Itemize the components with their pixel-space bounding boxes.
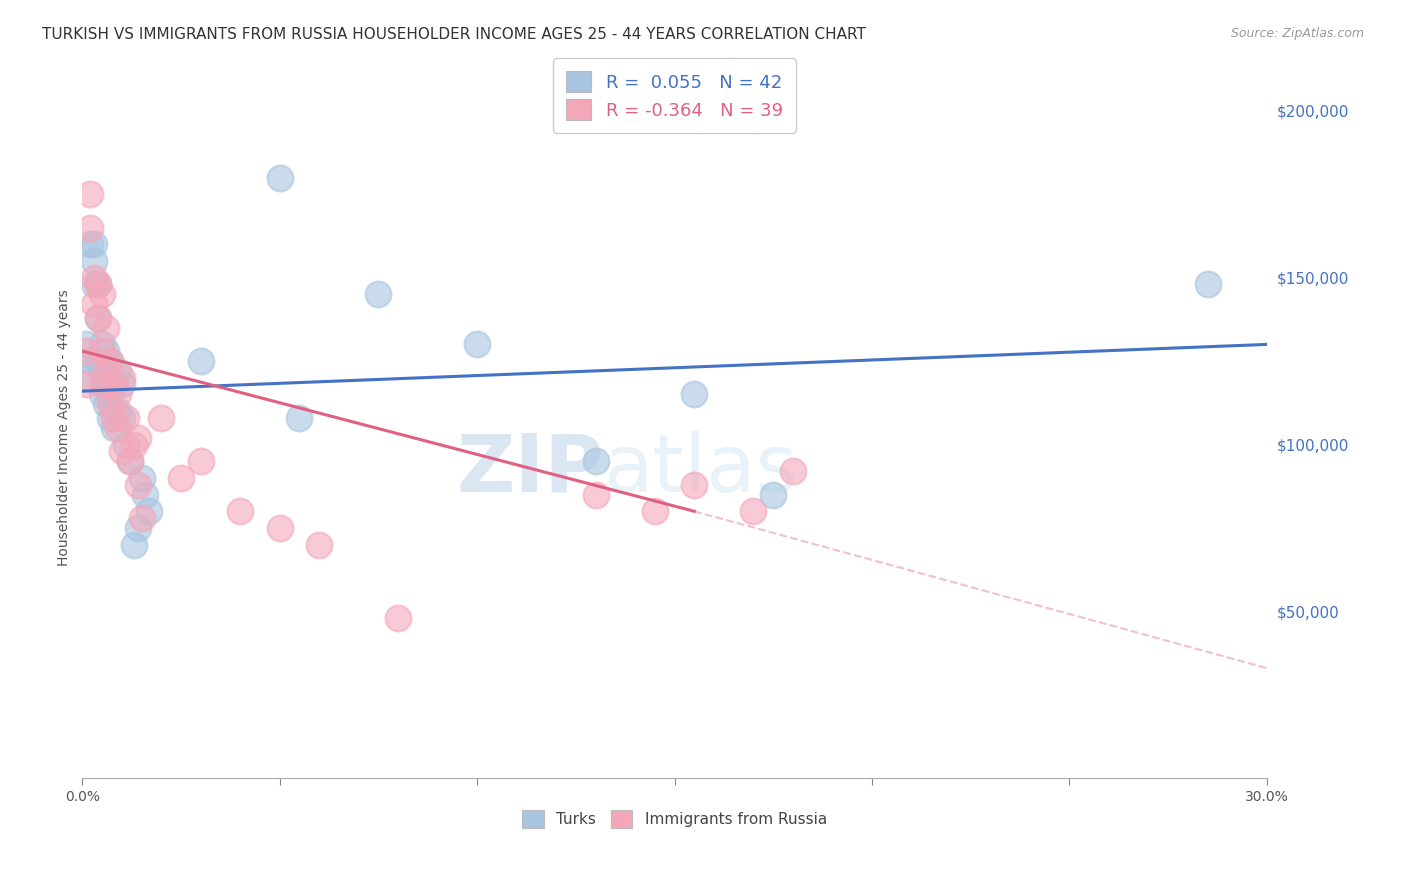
- Point: [308, 538, 330, 552]
- Point: [170, 471, 193, 485]
- Text: atlas: atlas: [603, 431, 797, 508]
- Point: [87, 277, 110, 292]
- Y-axis label: Householder Income Ages 25 - 44 years: Householder Income Ages 25 - 44 years: [58, 290, 72, 566]
- Point: [103, 410, 125, 425]
- Point: [742, 504, 765, 518]
- Point: [114, 437, 136, 451]
- Point: [94, 364, 117, 378]
- Point: [782, 464, 804, 478]
- Point: [98, 354, 121, 368]
- Point: [288, 410, 311, 425]
- Point: [83, 254, 105, 268]
- Point: [91, 287, 114, 301]
- Point: [762, 487, 785, 501]
- Point: [111, 410, 134, 425]
- Point: [190, 454, 212, 468]
- Point: [87, 310, 110, 325]
- Point: [114, 410, 136, 425]
- Point: [103, 377, 125, 392]
- Point: [107, 387, 129, 401]
- Point: [87, 277, 110, 292]
- Point: [1197, 277, 1219, 292]
- Point: [75, 344, 97, 359]
- Point: [83, 277, 105, 292]
- Point: [94, 397, 117, 411]
- Point: [83, 237, 105, 252]
- Point: [75, 377, 97, 392]
- Point: [585, 487, 607, 501]
- Point: [79, 220, 101, 235]
- Point: [269, 170, 291, 185]
- Point: [683, 477, 706, 491]
- Point: [127, 431, 149, 445]
- Point: [87, 354, 110, 368]
- Point: [91, 337, 114, 351]
- Point: [229, 504, 252, 518]
- Point: [118, 454, 141, 468]
- Point: [367, 287, 389, 301]
- Point: [103, 377, 125, 392]
- Point: [91, 387, 114, 401]
- Point: [75, 371, 97, 385]
- Point: [94, 371, 117, 385]
- Point: [75, 337, 97, 351]
- Point: [91, 377, 114, 392]
- Point: [91, 364, 114, 378]
- Point: [94, 377, 117, 392]
- Point: [98, 354, 121, 368]
- Point: [98, 410, 121, 425]
- Point: [94, 320, 117, 334]
- Point: [111, 377, 134, 392]
- Point: [79, 187, 101, 202]
- Point: [683, 387, 706, 401]
- Point: [83, 297, 105, 311]
- Point: [138, 504, 160, 518]
- Point: [122, 437, 145, 451]
- Point: [98, 397, 121, 411]
- Point: [94, 344, 117, 359]
- Point: [103, 421, 125, 435]
- Point: [269, 521, 291, 535]
- Point: [585, 454, 607, 468]
- Point: [79, 237, 101, 252]
- Point: [91, 344, 114, 359]
- Point: [465, 337, 488, 351]
- Point: [79, 354, 101, 368]
- Point: [107, 364, 129, 378]
- Point: [111, 371, 134, 385]
- Point: [118, 454, 141, 468]
- Point: [190, 354, 212, 368]
- Point: [122, 538, 145, 552]
- Point: [131, 511, 153, 525]
- Point: [98, 387, 121, 401]
- Text: Source: ZipAtlas.com: Source: ZipAtlas.com: [1230, 27, 1364, 40]
- Point: [131, 471, 153, 485]
- Point: [644, 504, 666, 518]
- Point: [107, 421, 129, 435]
- Point: [111, 444, 134, 458]
- Text: ZIP: ZIP: [456, 431, 603, 508]
- Point: [83, 270, 105, 285]
- Legend: Turks, Immigrants from Russia: Turks, Immigrants from Russia: [516, 804, 832, 834]
- Point: [87, 310, 110, 325]
- Point: [150, 410, 173, 425]
- Point: [134, 487, 156, 501]
- Point: [127, 521, 149, 535]
- Point: [127, 477, 149, 491]
- Text: TURKISH VS IMMIGRANTS FROM RUSSIA HOUSEHOLDER INCOME AGES 25 - 44 YEARS CORRELAT: TURKISH VS IMMIGRANTS FROM RUSSIA HOUSEH…: [42, 27, 866, 42]
- Point: [387, 611, 409, 625]
- Point: [107, 404, 129, 418]
